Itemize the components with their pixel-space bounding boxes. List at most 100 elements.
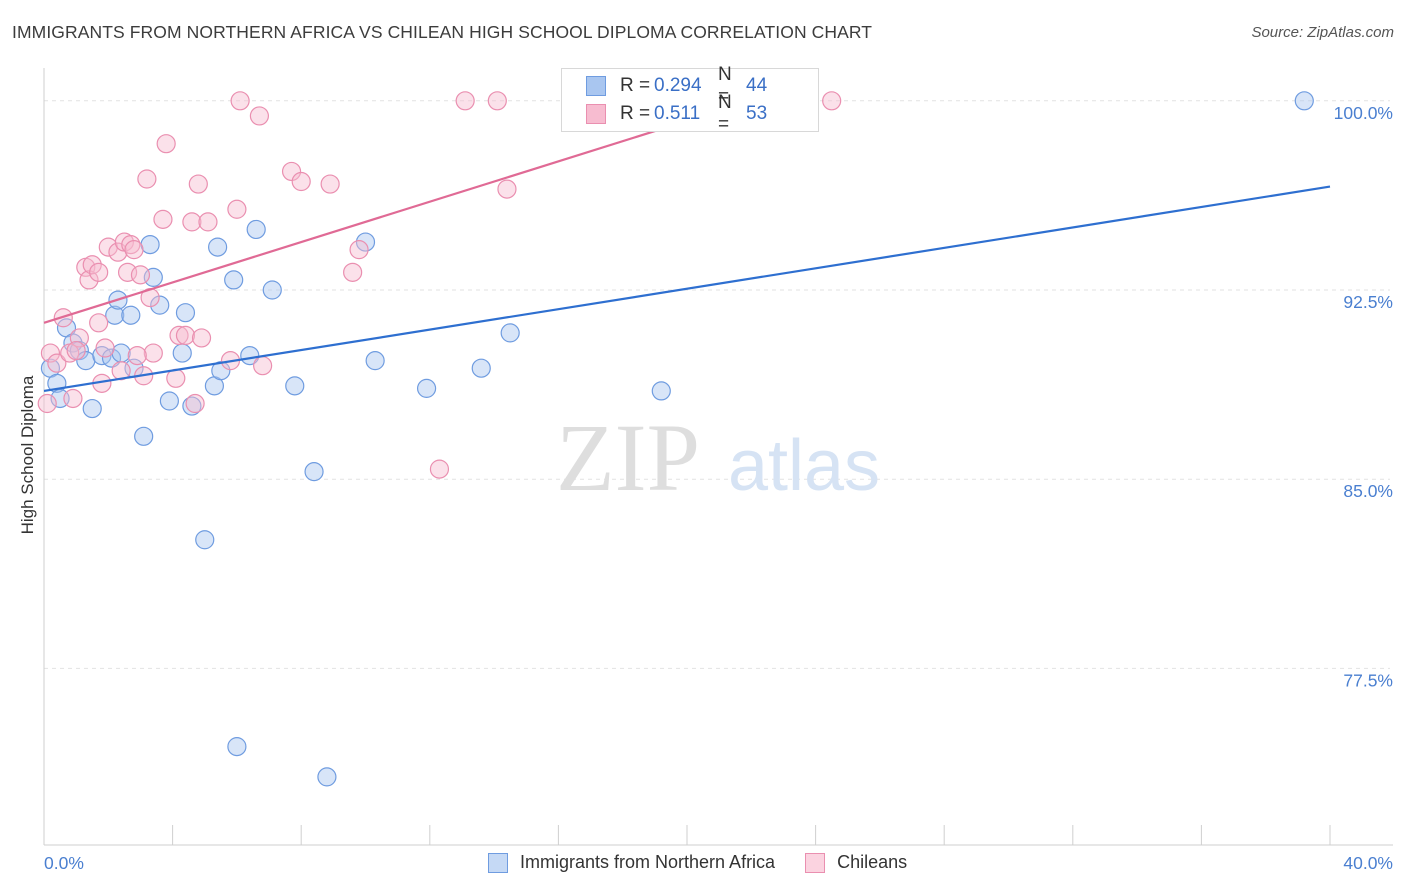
point-africa xyxy=(262,280,282,300)
point-chileans xyxy=(69,328,89,348)
point-africa xyxy=(175,303,196,323)
legend-row-chileans: R = 0.511 N = 53 xyxy=(586,92,768,135)
legend-label: Immigrants from Northern Africa xyxy=(520,852,776,872)
point-africa xyxy=(304,462,324,482)
point-chileans xyxy=(227,199,247,219)
point-africa xyxy=(101,348,122,368)
point-chileans xyxy=(188,174,208,194)
point-africa xyxy=(1294,91,1314,111)
point-africa xyxy=(172,343,192,363)
y-tick-labels: 77.5% 85.0% 92.5% 100.0% xyxy=(1334,103,1393,691)
point-chileans xyxy=(63,388,83,409)
source-label: Source: ZipAtlas.com xyxy=(1251,24,1394,41)
r-value: 0.511 xyxy=(654,103,701,124)
point-chileans xyxy=(66,340,86,361)
grid-lines xyxy=(44,100,1390,669)
y-tick-label: 85.0% xyxy=(1343,481,1393,501)
trend-lines xyxy=(43,99,1331,392)
point-chileans xyxy=(175,325,196,346)
r-label: R = xyxy=(620,75,651,96)
point-chileans xyxy=(497,179,517,199)
point-chileans xyxy=(185,393,205,414)
point-africa xyxy=(500,323,520,343)
data-points xyxy=(37,91,1314,787)
y-tick-label: 100.0% xyxy=(1334,103,1393,123)
point-africa xyxy=(227,737,247,757)
point-chileans xyxy=(320,174,340,194)
point-africa xyxy=(82,398,102,419)
point-africa xyxy=(105,305,125,325)
point-chileans xyxy=(79,270,99,290)
watermark: ZIP atlas xyxy=(556,404,880,511)
point-chileans xyxy=(89,313,109,333)
legend-item-africa[interactable]: Immigrants from Northern Africa xyxy=(488,852,775,873)
point-africa xyxy=(150,295,170,315)
point-chileans xyxy=(253,356,273,376)
axes xyxy=(43,68,1393,846)
legend-swatch-blue xyxy=(586,76,606,96)
point-chileans xyxy=(343,262,363,282)
point-chileans xyxy=(40,343,61,363)
point-africa xyxy=(246,219,266,240)
legend-swatch-pink xyxy=(586,104,606,124)
point-chileans xyxy=(349,240,369,260)
legend-swatch-blue xyxy=(488,852,508,873)
point-chileans xyxy=(249,106,270,126)
point-chileans xyxy=(137,169,157,189)
watermark-atlas: atlas xyxy=(728,426,880,506)
point-africa xyxy=(182,396,202,416)
point-chileans xyxy=(143,343,163,363)
point-africa xyxy=(111,343,131,363)
point-chileans xyxy=(487,91,507,111)
point-chileans xyxy=(124,240,144,260)
point-africa xyxy=(224,270,244,290)
legend-item-chileans[interactable]: Chileans xyxy=(805,852,907,873)
x-tick-label: 40.0% xyxy=(1343,853,1393,873)
n-label: N = xyxy=(718,92,732,135)
legend-row-africa: R = 0.294 N = 44 xyxy=(586,64,768,107)
point-chileans xyxy=(95,338,115,358)
point-chileans xyxy=(156,134,176,154)
point-chileans xyxy=(169,325,189,346)
stats-legend: R = 0.294 N = 44 R = 0.511 N = 53 xyxy=(561,64,819,135)
point-chileans xyxy=(455,91,475,111)
point-africa xyxy=(208,237,228,257)
point-chileans xyxy=(130,265,151,285)
point-chileans xyxy=(82,255,102,275)
point-chileans xyxy=(89,262,109,282)
point-africa xyxy=(159,391,179,411)
point-chileans xyxy=(291,171,311,192)
y-tick-label: 92.5% xyxy=(1343,292,1393,312)
x-tick-label: 0.0% xyxy=(44,853,84,873)
n-value: 53 xyxy=(746,103,768,124)
chart-title: IMMIGRANTS FROM NORTHERN AFRICA VS CHILE… xyxy=(12,22,873,42)
point-africa xyxy=(285,376,305,396)
x-tick-labels: 0.0% 40.0% xyxy=(44,853,1393,873)
series-legend: Immigrants from Northern Africa Chileans xyxy=(488,852,937,873)
point-africa xyxy=(240,345,260,366)
point-chileans xyxy=(429,459,450,479)
legend-swatch-pink xyxy=(805,852,826,873)
point-africa xyxy=(651,381,671,401)
trend-line-africa xyxy=(43,185,1331,392)
r-value: 0.294 xyxy=(654,75,702,96)
point-africa xyxy=(416,378,437,398)
point-chileans xyxy=(153,209,173,229)
point-chileans xyxy=(822,91,842,111)
legend-label: Chileans xyxy=(837,852,908,872)
point-africa xyxy=(195,530,215,550)
point-chileans xyxy=(182,212,202,232)
point-chileans xyxy=(127,345,147,366)
point-africa xyxy=(121,305,141,325)
n-label: N = xyxy=(718,64,732,107)
point-africa xyxy=(355,232,376,252)
watermark-zip: ZIP xyxy=(556,404,700,511)
point-africa xyxy=(134,426,154,446)
point-chileans xyxy=(121,234,141,255)
r-label: R = xyxy=(620,103,651,124)
y-tick-label: 77.5% xyxy=(1343,670,1393,690)
point-africa xyxy=(317,767,337,787)
n-value: 44 xyxy=(746,75,768,96)
point-africa xyxy=(365,351,385,371)
